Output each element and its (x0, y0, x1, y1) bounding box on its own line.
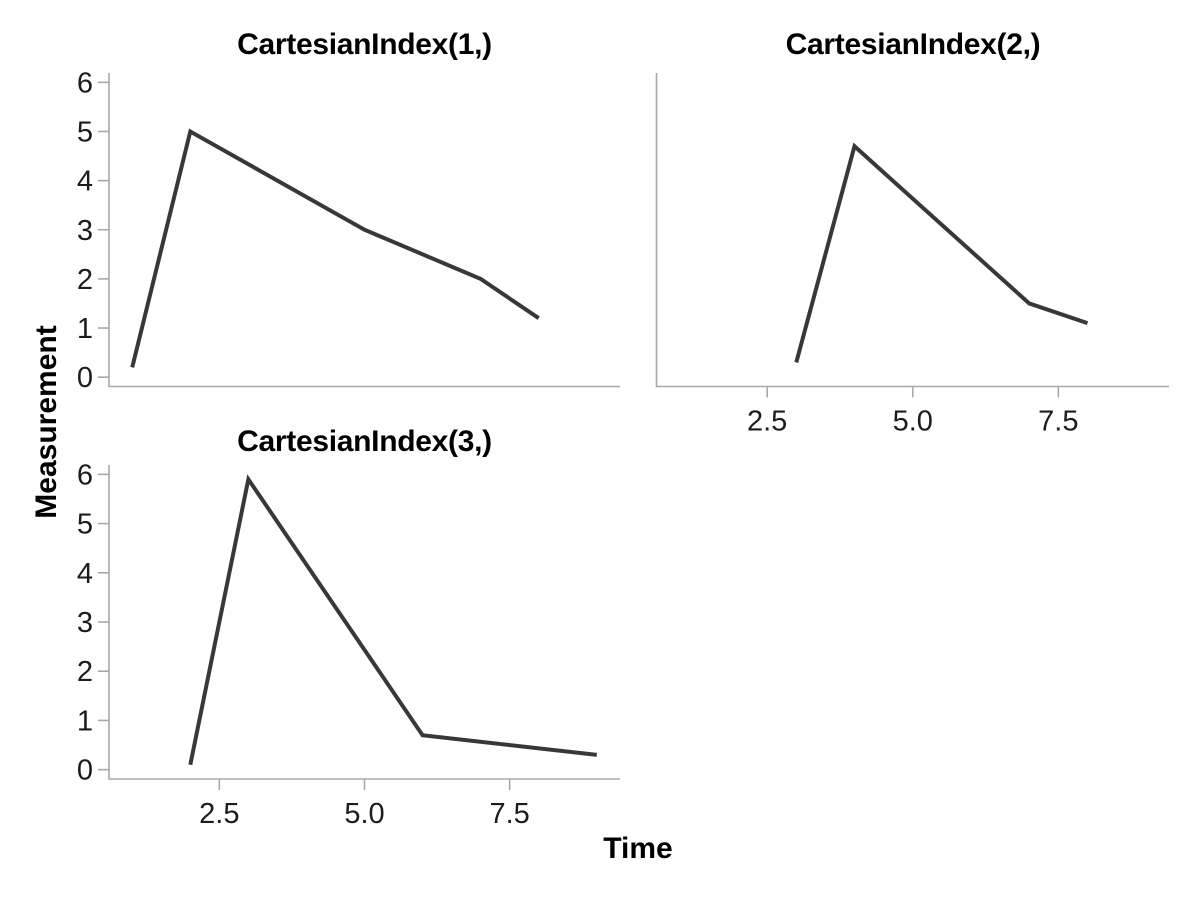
panel-2-x-tick-label: 5.0 (893, 406, 933, 438)
panel-3-y-tick-label: 2 (77, 656, 93, 688)
panel-1-y-tick-label: 3 (77, 215, 93, 247)
panel-3-y-tick-label: 4 (77, 558, 93, 590)
panel-1-y-tick-label: 4 (77, 166, 93, 198)
panel-2-x-tick-label: 7.5 (1038, 406, 1078, 438)
panel-2-data-line (794, 142, 1089, 363)
panel-3-y-tick-label: 1 (77, 705, 93, 737)
panel-3-data-line (188, 474, 597, 766)
panel-3-y-tick-label: 6 (77, 459, 93, 491)
panel-3-y-tick-label: 0 (77, 755, 93, 787)
panel-1-y-tick-label: 0 (77, 362, 93, 394)
panel-2-title: CartesianIndex(2,) (785, 28, 1041, 61)
panel-3-y-tick-label: 5 (77, 509, 93, 541)
panel-1-y-tick-label: 6 (77, 67, 93, 99)
panel-3-x-tick-label: 2.5 (199, 798, 239, 830)
panel-3-title: CartesianIndex(3,) (237, 425, 492, 458)
panel-1-title: CartesianIndex(1,) (237, 28, 492, 61)
panel-3-x-tick-label: 5.0 (344, 798, 384, 830)
panel-1-y-tick-label: 2 (77, 264, 93, 296)
y-axis-label: Measurement (30, 325, 63, 519)
panel-1-y-tick-label: 1 (77, 313, 93, 345)
panel-3-y-tick-label: 3 (77, 607, 93, 639)
panel-2-x-tick-label: 2.5 (747, 406, 787, 438)
panel-3-x-tick-label: 7.5 (490, 798, 530, 830)
x-axis-label: Time (603, 832, 673, 865)
panel-1-data-line (130, 128, 540, 368)
panel-1-y-tick-label: 5 (77, 116, 93, 148)
